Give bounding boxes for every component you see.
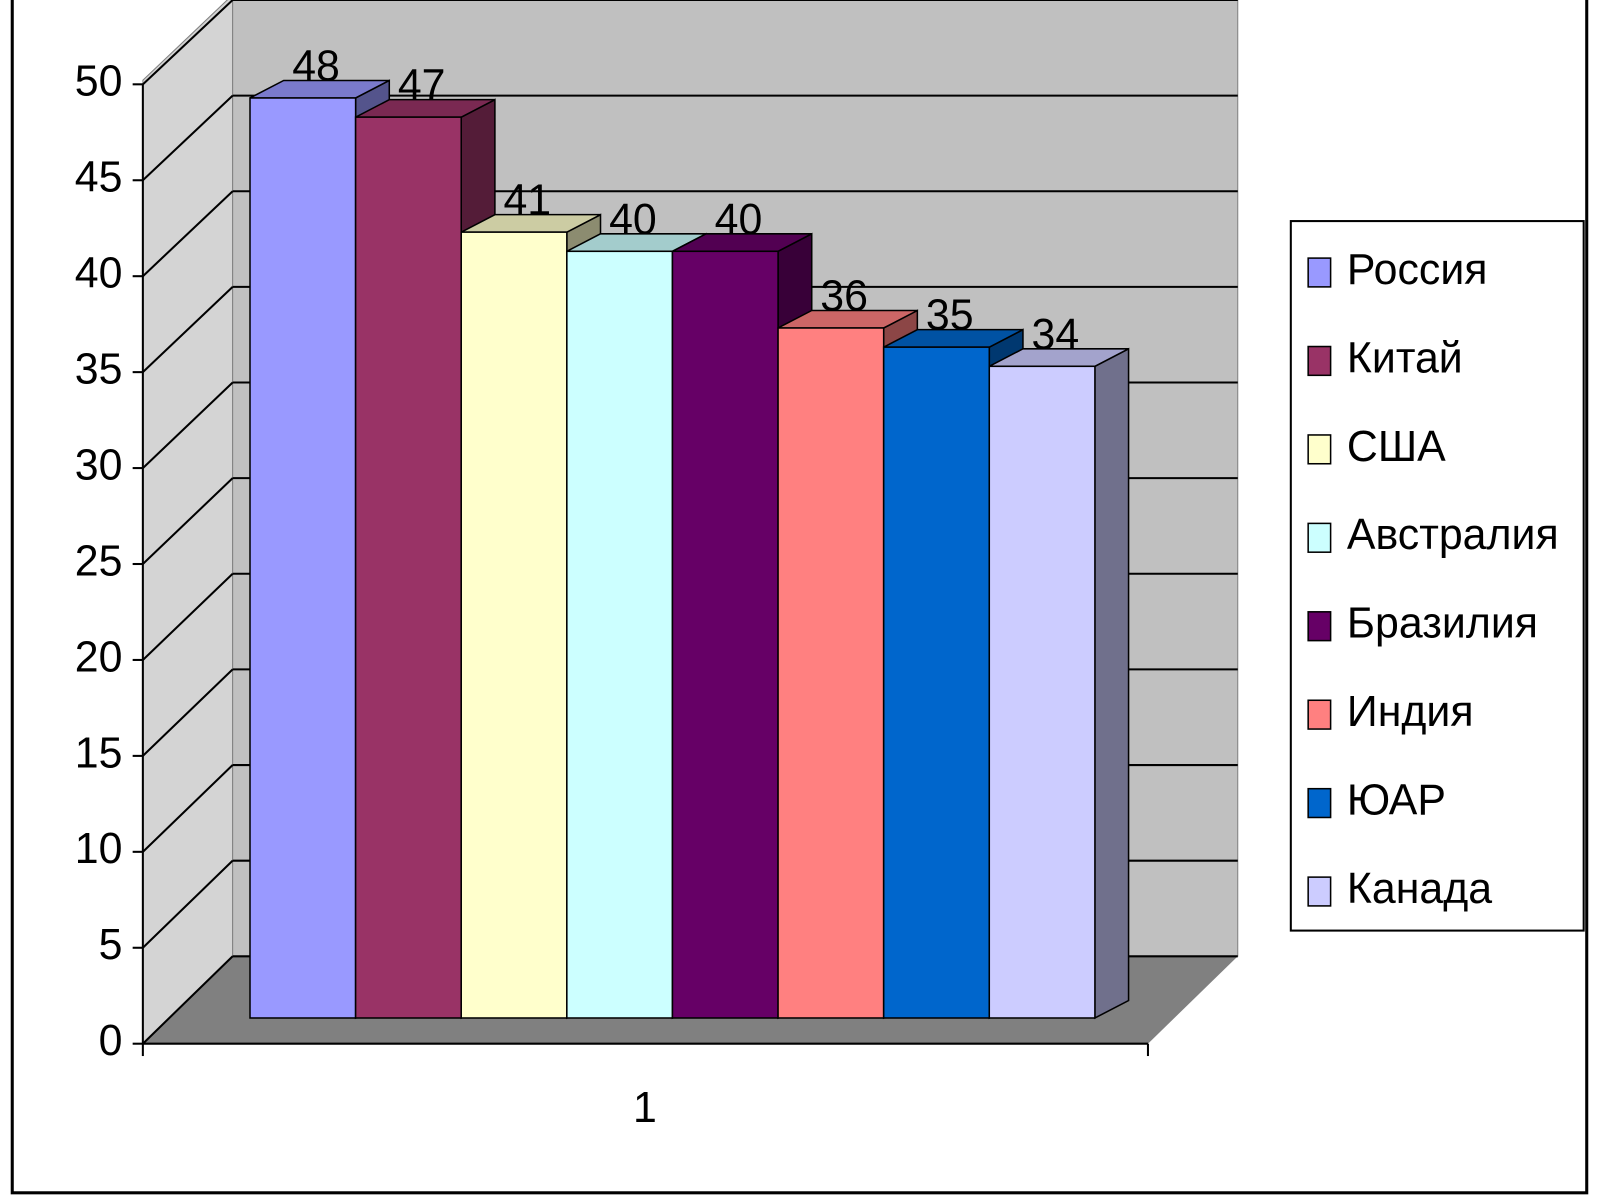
legend-box <box>1289 220 1585 932</box>
grid-line <box>142 190 234 277</box>
data-label: 40 <box>609 196 657 244</box>
bar <box>460 231 568 1019</box>
bar <box>354 116 462 1019</box>
legend-swatch <box>1307 611 1332 642</box>
y-tick-label: 5 <box>99 921 123 969</box>
data-label: 41 <box>503 177 551 225</box>
legend-label: США <box>1347 423 1446 471</box>
grid-line <box>142 764 234 853</box>
grid-line <box>142 668 234 757</box>
legend-label: Бразилия <box>1347 599 1538 647</box>
grid-line <box>142 859 234 949</box>
y-tick-label: 20 <box>75 633 123 681</box>
bar <box>777 327 885 1019</box>
grid-line <box>142 477 234 565</box>
grid-line <box>142 286 234 373</box>
data-label: 48 <box>292 42 340 90</box>
legend-label: Россия <box>1347 246 1488 294</box>
grid-line <box>142 955 234 1045</box>
bar <box>671 250 779 1019</box>
y-tick-label: 15 <box>75 729 123 777</box>
legend-swatch <box>1307 699 1332 730</box>
x-tick-label: 1 <box>633 1084 657 1132</box>
grid-line <box>142 0 234 86</box>
y-tick-label: 35 <box>75 345 123 393</box>
legend-swatch <box>1307 434 1332 465</box>
grid-line <box>142 573 234 661</box>
y-tick-label: 50 <box>75 58 123 106</box>
legend-label: Австралия <box>1347 511 1559 559</box>
grid-line <box>142 94 234 182</box>
data-label: 35 <box>926 292 974 340</box>
grid-line <box>142 381 234 469</box>
data-label: 47 <box>398 62 446 110</box>
y-tick-label: 10 <box>75 825 123 873</box>
legend-swatch <box>1307 787 1332 819</box>
legend-swatch <box>1307 345 1332 377</box>
legend-label: Канада <box>1347 865 1492 913</box>
bar <box>882 346 991 1019</box>
legend-label: Индия <box>1347 688 1474 736</box>
legend-swatch <box>1307 257 1332 288</box>
bar <box>988 365 1096 1019</box>
bar <box>249 97 357 1019</box>
data-label: 36 <box>820 272 868 320</box>
legend-label: Китай <box>1347 334 1463 382</box>
bar <box>566 250 674 1019</box>
y-tick-label: 45 <box>75 154 123 202</box>
y-tick-label: 40 <box>75 249 123 297</box>
legend-swatch <box>1307 876 1332 907</box>
y-tick-label: 0 <box>99 1017 123 1065</box>
y-tick-label: 25 <box>75 537 123 585</box>
legend-swatch <box>1307 522 1332 553</box>
y-tick-label: 30 <box>75 441 123 489</box>
data-label: 34 <box>1032 311 1080 359</box>
data-label: 40 <box>715 196 763 244</box>
legend-label: ЮАР <box>1347 776 1446 824</box>
bar-side <box>1094 347 1130 1020</box>
